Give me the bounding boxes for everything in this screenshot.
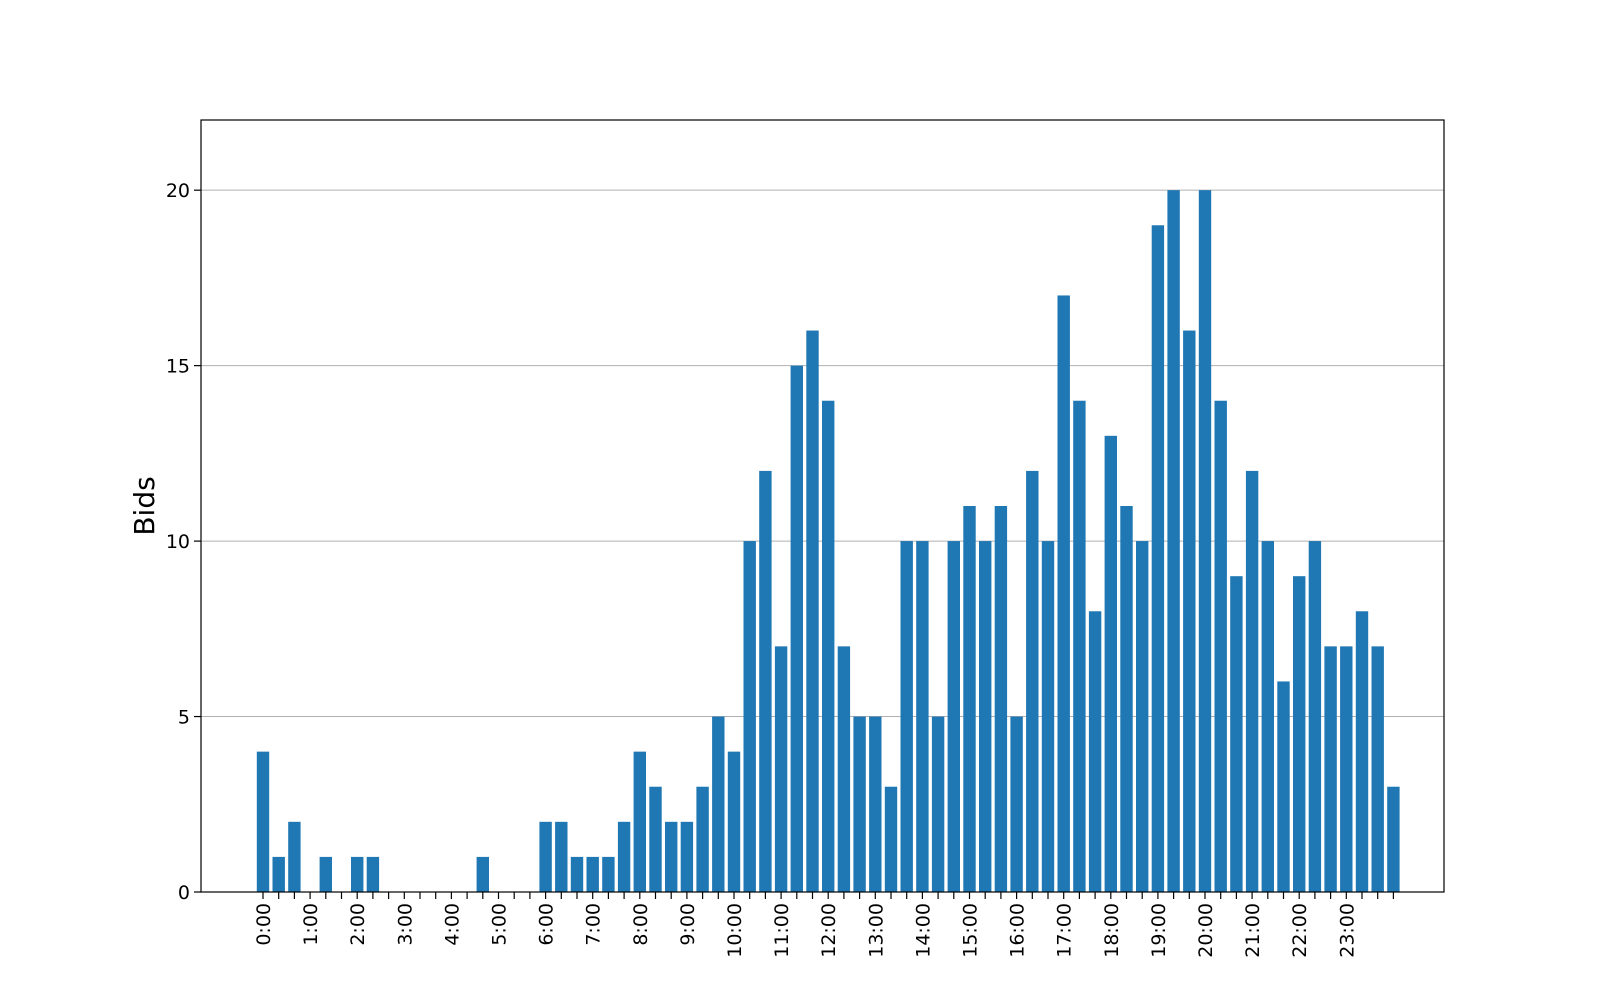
bar	[665, 821, 678, 892]
bar	[1340, 646, 1353, 892]
bar	[696, 786, 709, 892]
bar	[1120, 506, 1133, 892]
x-axis-ticks: 0:00 1:00 2:00 3:00 4:00 5:00 6:00 7:00 8:00 9:00…	[253, 892, 1395, 958]
y-tick-label: 20	[166, 180, 190, 202]
bar	[539, 821, 552, 892]
bar	[1010, 716, 1023, 892]
x-tick-label: 6:00	[536, 903, 558, 946]
bar	[617, 821, 631, 892]
bar	[837, 646, 851, 892]
bar	[570, 856, 584, 892]
bar	[649, 786, 662, 892]
bar	[1214, 400, 1227, 892]
y-axis-label: Bids	[128, 476, 161, 535]
y-tick-label: 0	[178, 882, 190, 904]
bar	[1167, 190, 1180, 892]
plot-frame	[200, 119, 1445, 893]
bar	[743, 541, 756, 892]
bar	[319, 856, 332, 892]
bar	[979, 541, 992, 892]
x-tick-label: 14:00	[912, 903, 934, 958]
bar	[602, 856, 615, 892]
x-tick-label: 4:00	[441, 903, 463, 946]
bar	[272, 856, 285, 892]
x-tick-label: 0:00	[253, 903, 275, 946]
bar	[1041, 541, 1055, 892]
y-tick-label: 5	[178, 707, 190, 729]
bar	[1183, 330, 1196, 893]
bar	[633, 751, 646, 892]
bar	[1277, 681, 1290, 892]
bar	[1198, 190, 1212, 892]
bar	[288, 821, 301, 892]
bar	[1387, 786, 1400, 892]
x-tick-label: 8:00	[630, 903, 652, 946]
x-tick-label: 22:00	[1289, 903, 1311, 958]
bar	[900, 541, 913, 892]
bar	[931, 716, 945, 892]
x-tick-label: 19:00	[1148, 903, 1170, 958]
bar	[727, 751, 741, 892]
bar	[476, 856, 489, 892]
x-tick-label: 10:00	[724, 903, 746, 958]
bar	[555, 821, 568, 892]
x-tick-label: 20:00	[1195, 903, 1217, 958]
bars	[256, 190, 1400, 893]
x-tick-label: 11:00	[771, 903, 793, 958]
bar	[916, 541, 929, 892]
bar	[790, 365, 803, 892]
bar	[884, 786, 898, 892]
bar	[774, 646, 788, 892]
bar	[1088, 611, 1102, 892]
x-tick-label: 18:00	[1101, 903, 1123, 958]
bar	[1104, 435, 1117, 892]
bar	[1057, 295, 1070, 892]
bar	[680, 821, 694, 892]
bar	[806, 330, 819, 893]
x-tick-label: 9:00	[677, 903, 699, 946]
bar	[1293, 576, 1306, 892]
bar	[869, 716, 882, 892]
x-tick-label: 16:00	[1007, 903, 1029, 958]
x-tick-label: 13:00	[865, 903, 887, 958]
bar	[256, 751, 270, 892]
x-tick-label: 1:00	[300, 903, 322, 946]
bar	[1230, 576, 1243, 892]
x-tick-label: 15:00	[960, 903, 982, 958]
bar	[963, 506, 976, 892]
bar	[1073, 400, 1086, 892]
y-axis-ticks: 0 5 10 15 20	[166, 180, 201, 904]
x-tick-label: 3:00	[394, 903, 416, 946]
bar	[366, 856, 380, 892]
bar	[1151, 225, 1165, 893]
bar	[853, 716, 866, 892]
bar	[712, 716, 725, 892]
bar	[1371, 646, 1384, 892]
bar	[351, 856, 364, 892]
x-tick-label: 12:00	[818, 903, 840, 958]
bar	[822, 400, 835, 892]
bar	[1261, 541, 1274, 892]
bar	[759, 470, 772, 892]
bar	[1308, 541, 1322, 892]
x-tick-label: 21:00	[1242, 903, 1264, 958]
bar	[1324, 646, 1337, 892]
x-tick-label: 5:00	[489, 903, 511, 946]
bar	[1136, 541, 1149, 892]
x-tick-label: 17:00	[1054, 903, 1076, 958]
bar	[1026, 470, 1039, 892]
bar	[586, 856, 599, 892]
bar	[947, 541, 960, 892]
x-tick-label: 2:00	[347, 903, 369, 946]
bar	[1355, 611, 1369, 892]
bar	[1245, 470, 1259, 892]
y-tick-label: 15	[166, 356, 190, 378]
x-tick-label: 23:00	[1336, 903, 1358, 958]
y-tick-label: 10	[166, 531, 190, 553]
bar	[994, 506, 1008, 892]
x-tick-label: 7:00	[583, 903, 605, 946]
